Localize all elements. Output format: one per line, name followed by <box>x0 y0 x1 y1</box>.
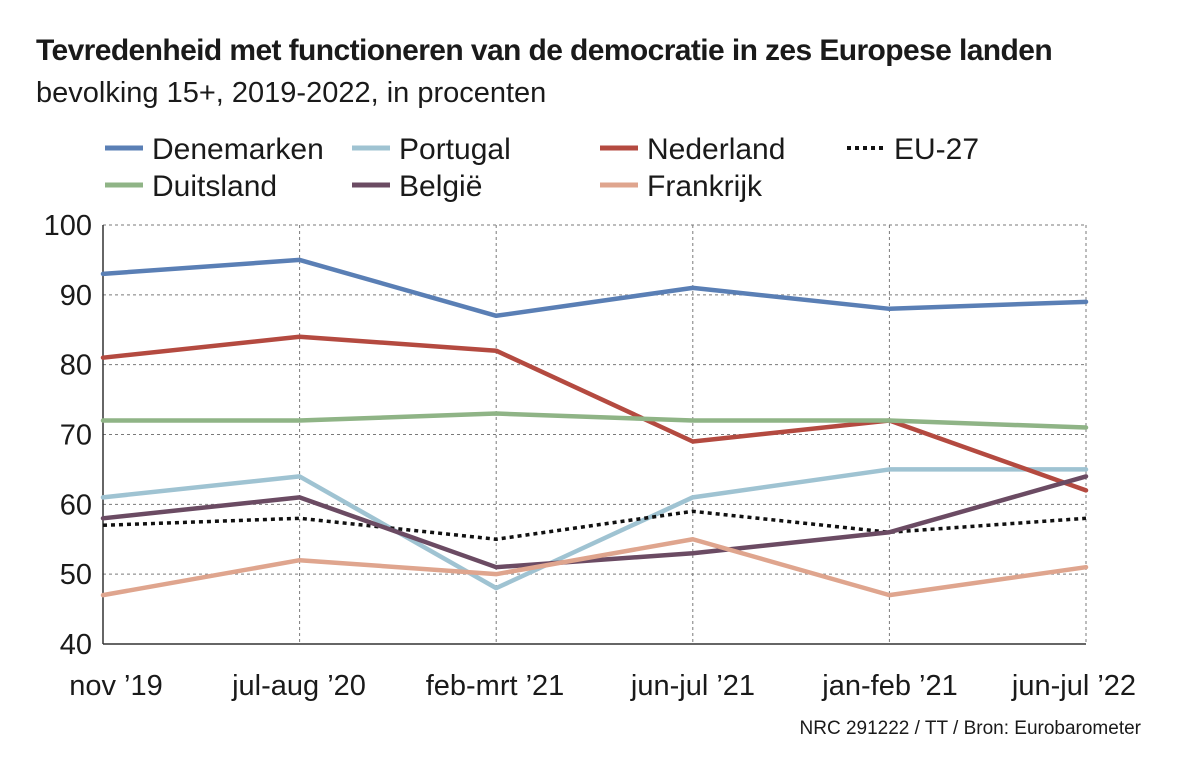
chart-legend: Denemarken Portugal Nederland EU-27 Duitslan… <box>105 133 979 203</box>
y-tick-label: 100 <box>44 210 92 242</box>
x-tick-label: jan-feb ’21 <box>821 670 957 702</box>
x-tick-label: nov ’19 <box>69 670 163 702</box>
y-tick-label: 80 <box>60 350 92 382</box>
x-tick-label: jul-aug ’20 <box>231 670 366 702</box>
x-tick-label: jun-jul ’21 <box>630 670 755 702</box>
series-line-portugal <box>100 467 1089 591</box>
y-tick-label: 70 <box>60 420 92 452</box>
legend-label-eu-27: EU-27 <box>894 133 979 166</box>
series-line-nederland <box>100 334 1089 493</box>
chart-axes: 40 50 60 70 80 90 100 nov ’19 jul-aug ’20 feb-mrt… <box>44 210 1136 702</box>
series-line-denemarken <box>100 257 1089 319</box>
source-credit: NRC 291222 / TT / Bron: Eurobarometer <box>799 718 1141 739</box>
chart-title: Tevredenheid met functioneren van de dem… <box>36 34 1053 67</box>
legend-label-frankrijk: Frankrijk <box>647 170 763 203</box>
chart-series <box>100 257 1089 598</box>
legend-label-nederland: Nederland <box>647 133 785 166</box>
series-line-belgie <box>100 474 1089 570</box>
x-tick-label: jun-jul ’22 <box>1011 670 1136 702</box>
series-line-frankrijk <box>100 537 1089 598</box>
chart-grid <box>103 224 1087 644</box>
series-line-duitsland <box>100 411 1089 430</box>
y-tick-label: 60 <box>60 489 92 521</box>
series-line-eu-27 <box>102 509 1087 541</box>
y-tick-label: 50 <box>60 559 92 591</box>
chart-subtitle: bevolking 15+, 2019-2022, in procenten <box>36 77 547 109</box>
x-tick-label: feb-mrt ’21 <box>426 670 565 702</box>
legend-label-duitsland: Duitsland <box>152 170 277 203</box>
y-tick-label: 90 <box>60 280 92 312</box>
legend-label-denemarken: Denemarken <box>152 133 324 166</box>
y-tick-label: 40 <box>60 629 92 661</box>
legend-label-belgie: België <box>399 170 482 203</box>
legend-label-portugal: Portugal <box>399 133 511 166</box>
